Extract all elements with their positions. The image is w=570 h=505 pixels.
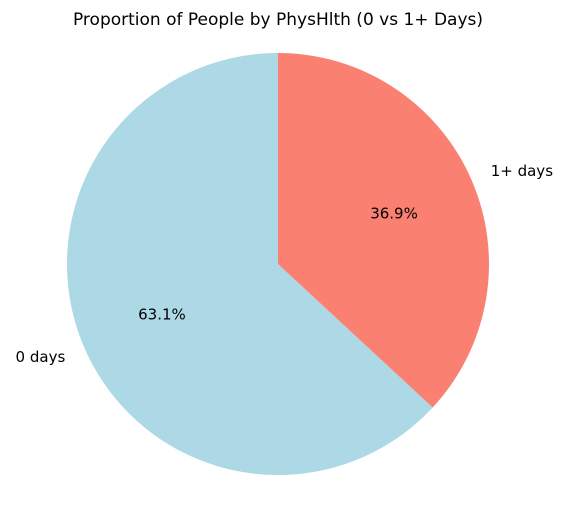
pie-slice-1-days xyxy=(278,53,490,408)
category-label: 0 days xyxy=(16,348,66,366)
chart-title: Proportion of People by PhysHlth (0 vs 1… xyxy=(73,10,483,30)
percent-label: 63.1% xyxy=(138,306,186,324)
percent-label: 36.9% xyxy=(370,204,418,222)
pie-labels: 0 days 63.1% 1+ days 36.9% xyxy=(16,162,554,366)
pie-slice-0-days xyxy=(67,53,433,475)
pie-slices xyxy=(67,53,490,475)
category-label: 1+ days xyxy=(491,162,553,180)
